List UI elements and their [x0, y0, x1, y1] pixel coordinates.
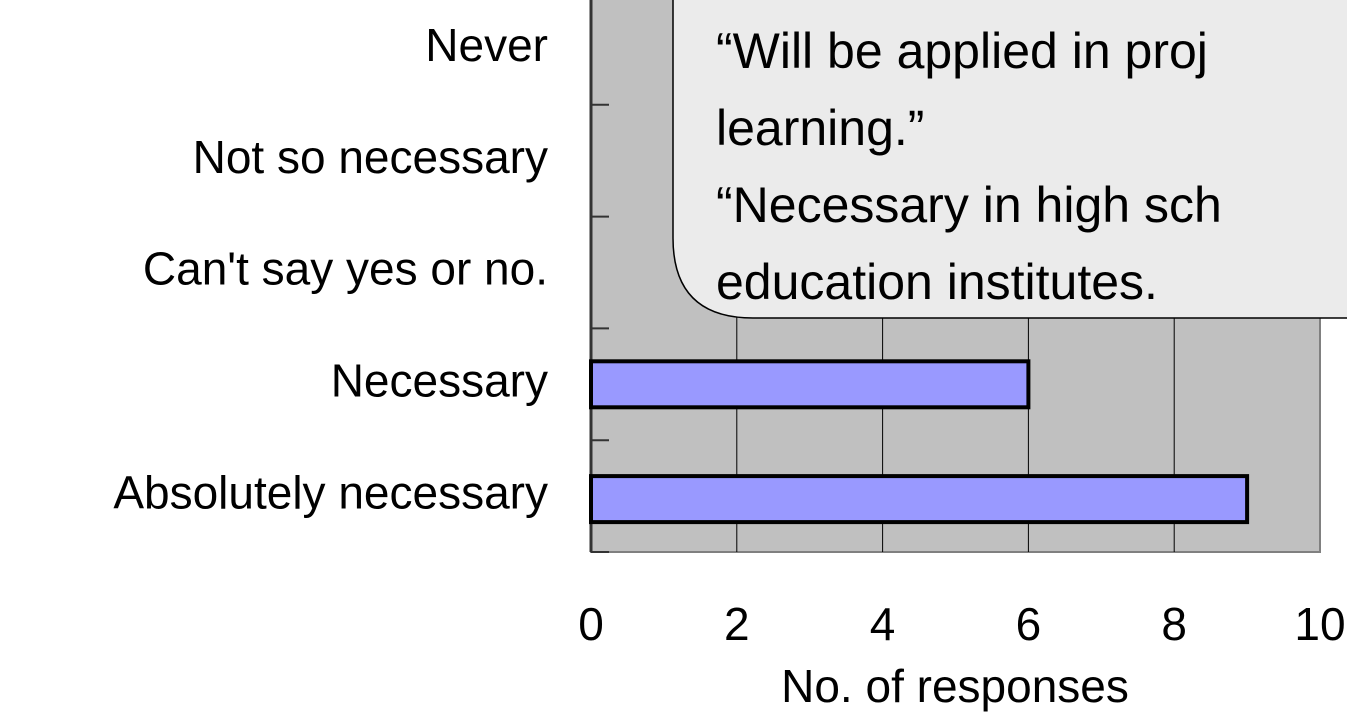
annotation-line: learning.” — [716, 100, 924, 156]
y-tick-label: Can't say yes or no. — [143, 243, 548, 295]
x-tick-label: 6 — [1016, 598, 1042, 650]
x-axis-label: No. of responses — [781, 660, 1129, 712]
y-tick-label: Never — [425, 19, 548, 71]
bar — [589, 359, 1031, 410]
bar — [589, 474, 1250, 525]
callout — [672, 0, 1347, 319]
x-tick-label: 4 — [870, 598, 896, 650]
annotation-line: education institutes. — [716, 254, 1158, 310]
annotation-line: “Will be applied in proj — [716, 23, 1208, 79]
y-tick-label: Not so necessary — [193, 131, 548, 183]
x-tick-label: 8 — [1161, 598, 1187, 650]
y-tick-label: Absolutely necessary — [113, 466, 548, 518]
annotation-line: “Necessary in high sch — [716, 177, 1222, 233]
y-tick-label: Necessary — [331, 354, 548, 406]
x-tick-label: 0 — [578, 598, 604, 650]
x-tick-label: 2 — [724, 598, 750, 650]
x-tick-label: 10 — [1294, 598, 1345, 650]
